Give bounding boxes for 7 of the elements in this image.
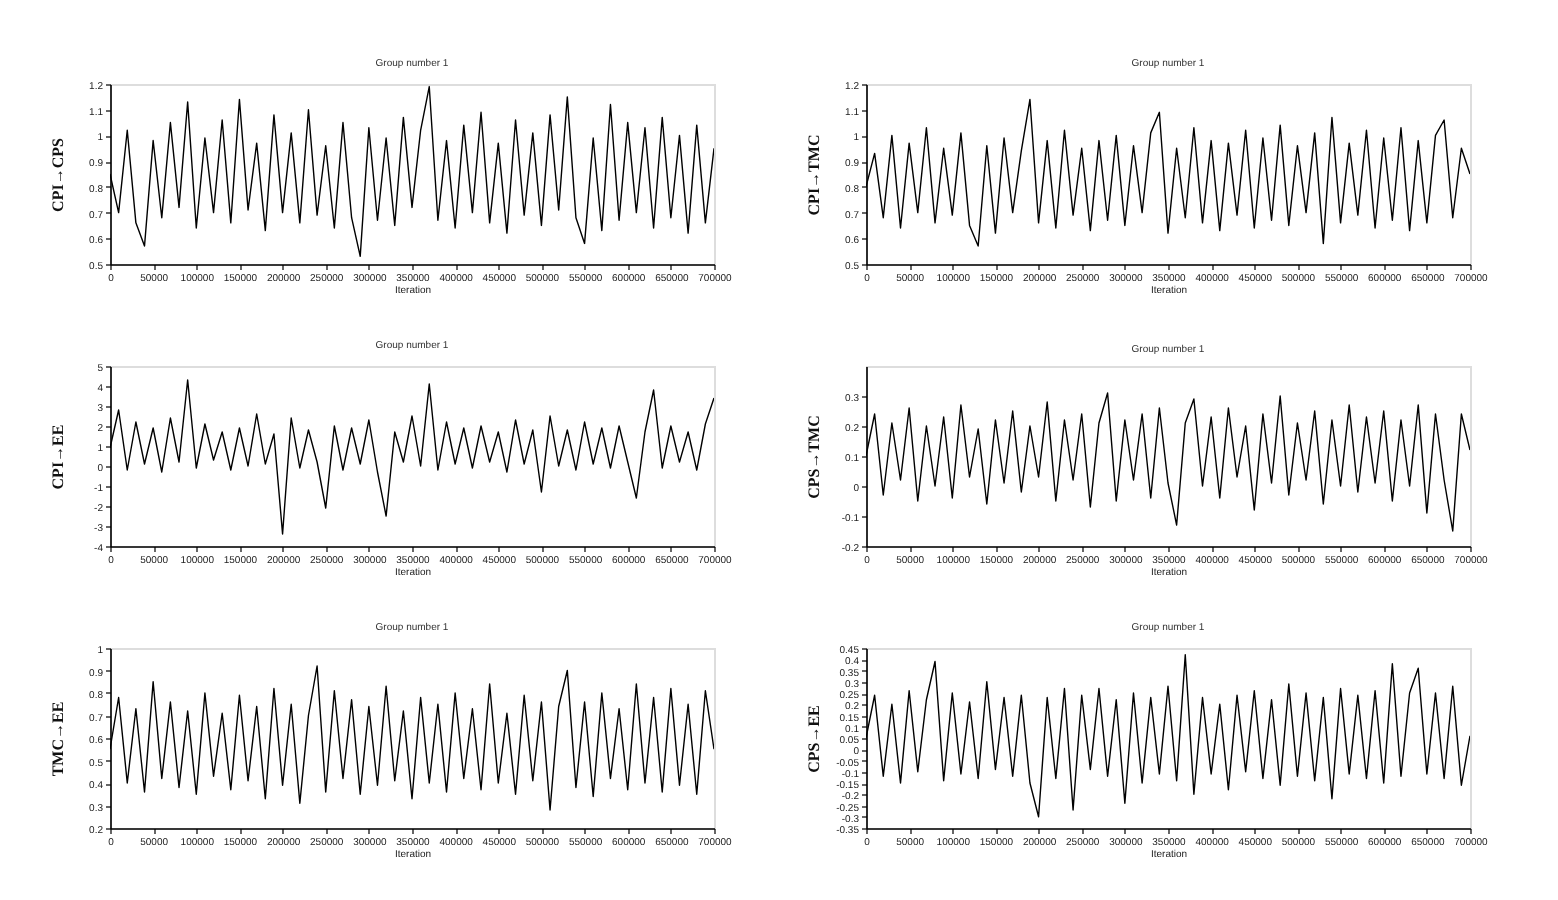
y-axis-title: CPI→EE bbox=[49, 424, 67, 490]
y-axis-title: CPI→CPS bbox=[49, 137, 67, 212]
y-axis-title: TMC→EE bbox=[49, 701, 67, 777]
y-axis-title: CPI→TMC bbox=[805, 134, 823, 216]
line-series bbox=[110, 85, 714, 257]
y-axis-title: CPS→EE bbox=[805, 705, 823, 773]
y-axis-title: CPS→TMC bbox=[805, 414, 823, 499]
